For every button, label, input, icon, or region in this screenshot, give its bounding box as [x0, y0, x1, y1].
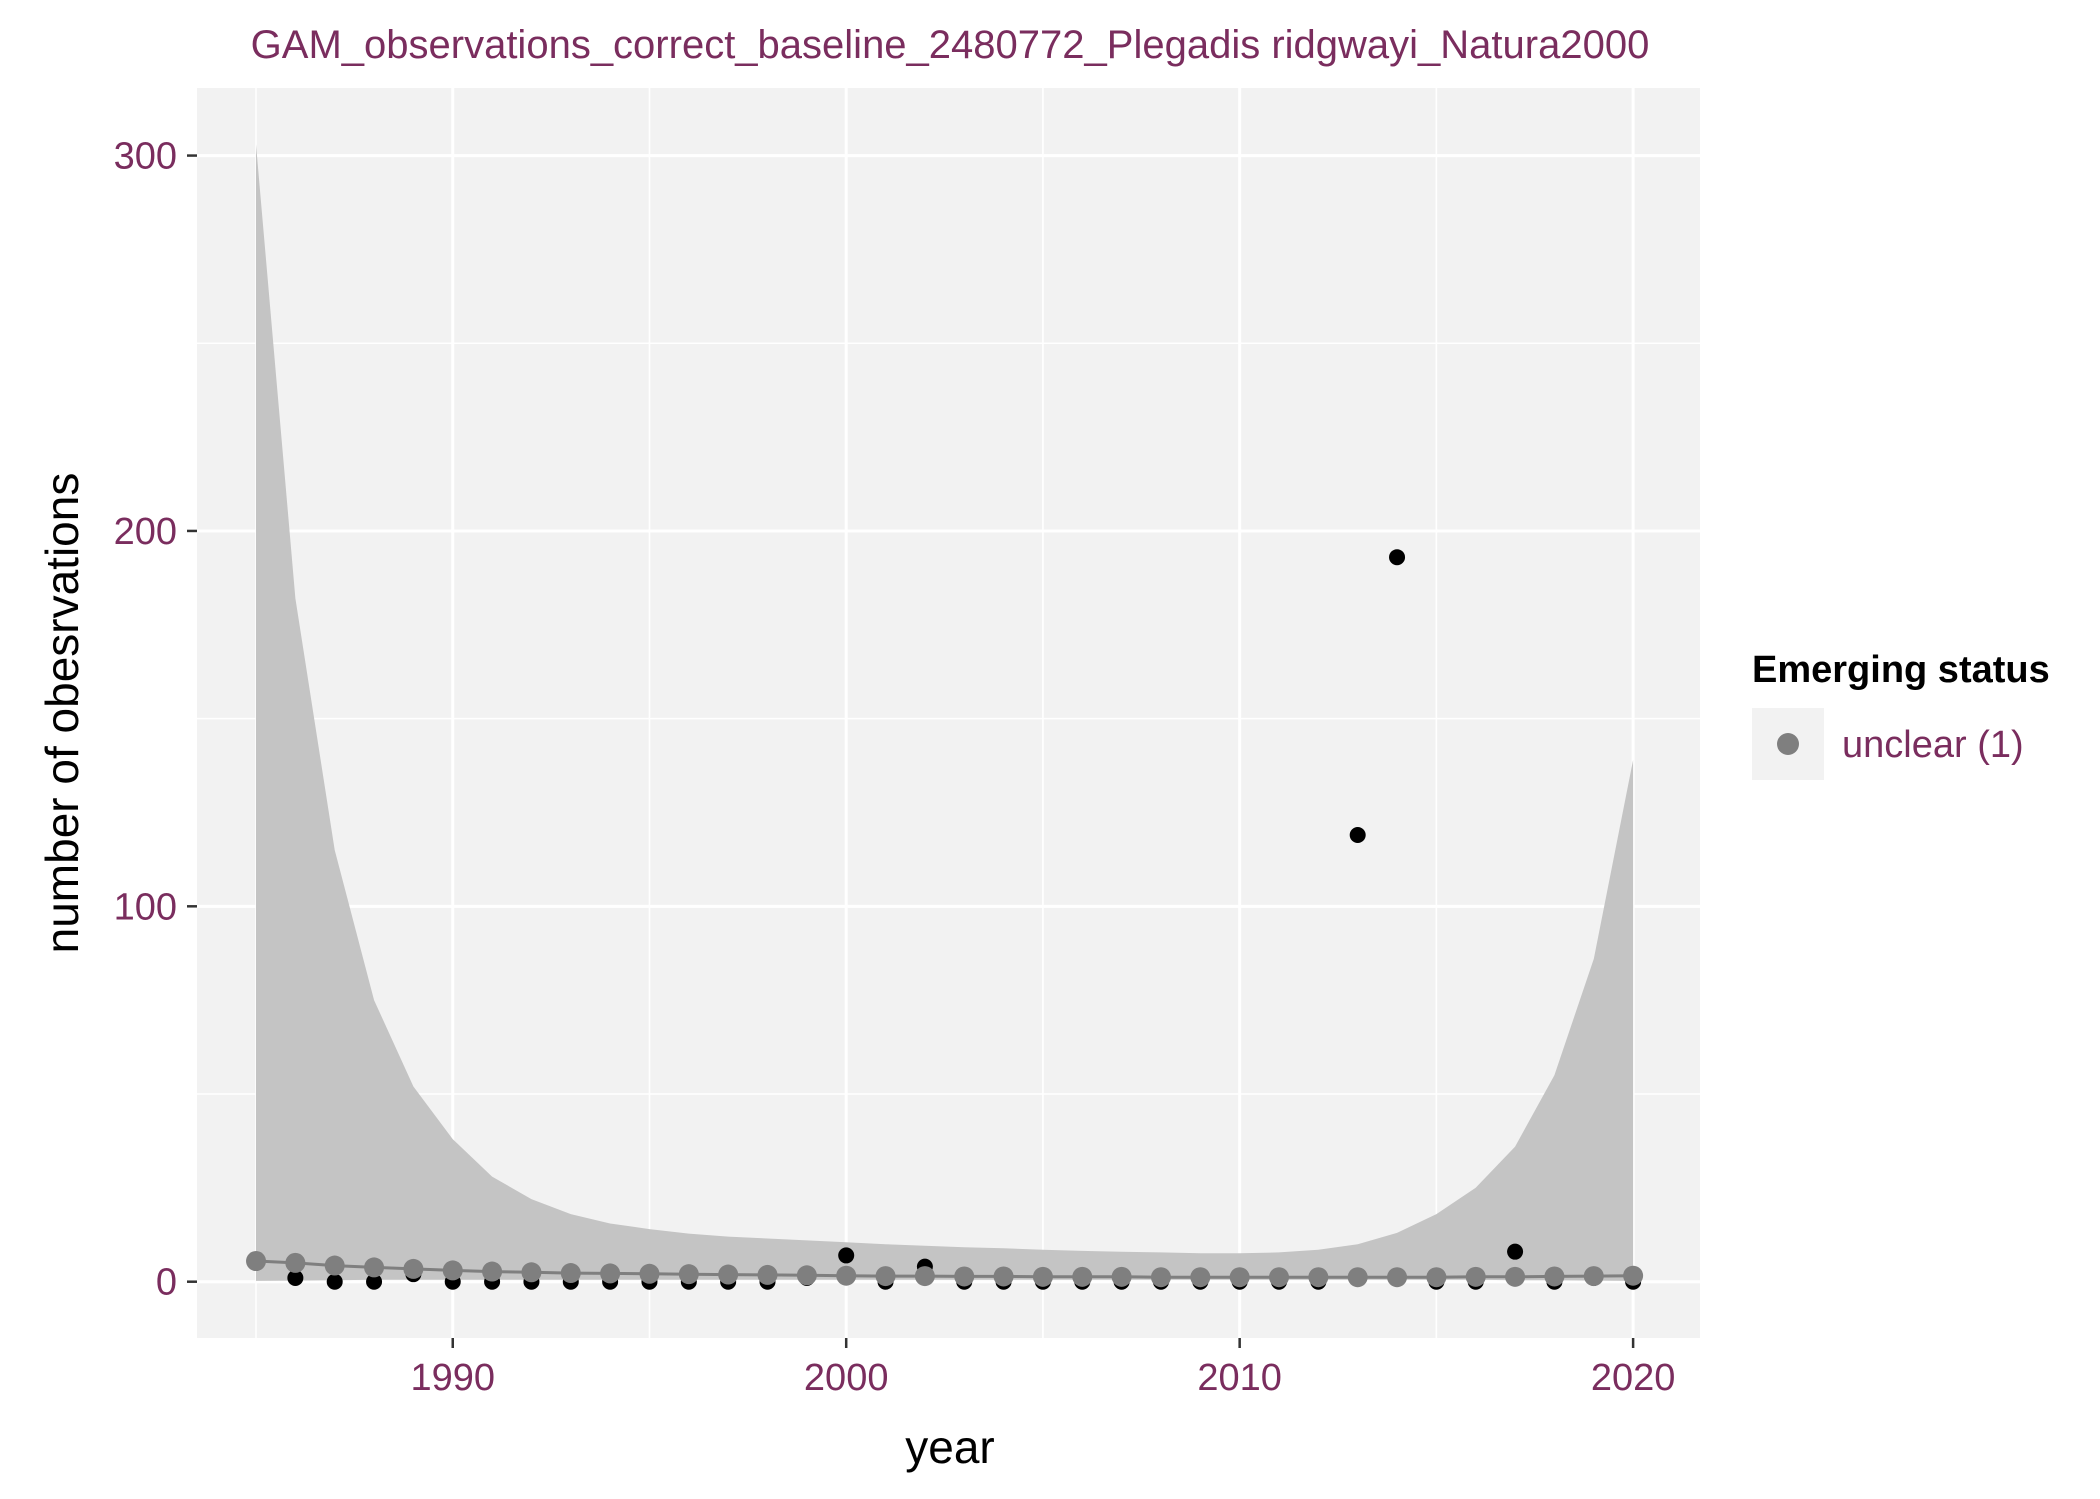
x-tick-label-2: 2010 [1197, 1357, 1282, 1399]
fitted-points [246, 1251, 1644, 1288]
y-tick-label-1: 100 [114, 886, 177, 928]
observed-point-1987 [326, 1273, 343, 1290]
legend: Emerging status unclear (1) [1752, 649, 2050, 780]
fitted-point-1991 [482, 1261, 503, 1282]
legend-label: unclear (1) [1842, 724, 2024, 766]
fitted-point-2006 [1072, 1266, 1093, 1287]
fitted-point-2016 [1465, 1266, 1486, 1287]
x-tick-label-1: 2000 [804, 1357, 889, 1399]
fitted-point-1989 [403, 1258, 424, 1279]
fitted-point-2011 [1269, 1267, 1290, 1288]
fitted-point-1996 [678, 1264, 699, 1285]
plot-panel [197, 88, 1700, 1338]
fitted-point-1987 [324, 1255, 345, 1276]
fitted-point-2020 [1623, 1265, 1644, 1286]
y-tick-label-3: 300 [114, 136, 177, 178]
observed-point-2013 [1349, 826, 1366, 843]
y-axis: 0 100 200 300 [114, 136, 197, 1304]
observed-point-2000 [838, 1247, 855, 1264]
fitted-point-2010 [1229, 1267, 1250, 1288]
fitted-point-1998 [757, 1264, 778, 1285]
fitted-point-2003 [954, 1266, 975, 1287]
x-tick-label-0: 1990 [410, 1357, 495, 1399]
fitted-point-2002 [914, 1266, 935, 1287]
y-tick-label-0: 0 [156, 1262, 177, 1304]
fitted-point-2015 [1426, 1267, 1447, 1288]
observed-point-2017 [1507, 1243, 1524, 1260]
fitted-point-1986 [285, 1252, 306, 1273]
y-tick-label-2: 200 [114, 511, 177, 553]
fitted-point-2007 [1111, 1266, 1132, 1287]
fitted-point-2019 [1583, 1266, 1604, 1287]
fitted-point-1993 [560, 1263, 581, 1284]
observed-point-1986 [287, 1269, 304, 1286]
fitted-point-2018 [1544, 1266, 1565, 1287]
fitted-point-2004 [993, 1266, 1014, 1287]
fitted-point-2009 [1190, 1267, 1211, 1288]
fitted-point-2014 [1387, 1267, 1408, 1288]
fitted-point-1988 [364, 1257, 385, 1278]
fitted-point-2017 [1505, 1266, 1526, 1287]
fitted-point-1990 [442, 1260, 463, 1281]
fitted-point-1985 [246, 1251, 267, 1272]
fitted-point-1999 [796, 1265, 817, 1286]
observed-point-2014 [1389, 549, 1406, 566]
confidence-ribbon [256, 144, 1634, 1281]
fitted-point-2012 [1308, 1267, 1329, 1288]
fitted-point-2001 [875, 1266, 896, 1287]
fitted-point-1997 [718, 1264, 739, 1285]
chart-title: GAM_observations_correct_baseline_248077… [251, 23, 1650, 67]
grid-major [197, 88, 1700, 1338]
x-axis-title: year [905, 1421, 994, 1473]
fitted-point-2008 [1150, 1267, 1171, 1288]
x-tick-label-3: 2020 [1591, 1357, 1676, 1399]
legend-marker [1777, 733, 1799, 755]
fitted-point-1994 [600, 1263, 621, 1284]
x-axis: 1990 2000 2010 2020 [410, 1338, 1675, 1399]
y-axis-title: number of obesrvations [36, 473, 88, 954]
fitted-point-1992 [521, 1262, 542, 1283]
fitted-point-2005 [1032, 1266, 1053, 1287]
observed-point-1988 [366, 1273, 383, 1290]
fitted-point-1995 [639, 1263, 660, 1284]
fitted-point-2000 [836, 1265, 857, 1286]
fitted-point-2013 [1347, 1267, 1368, 1288]
legend-title: Emerging status [1752, 649, 2050, 691]
